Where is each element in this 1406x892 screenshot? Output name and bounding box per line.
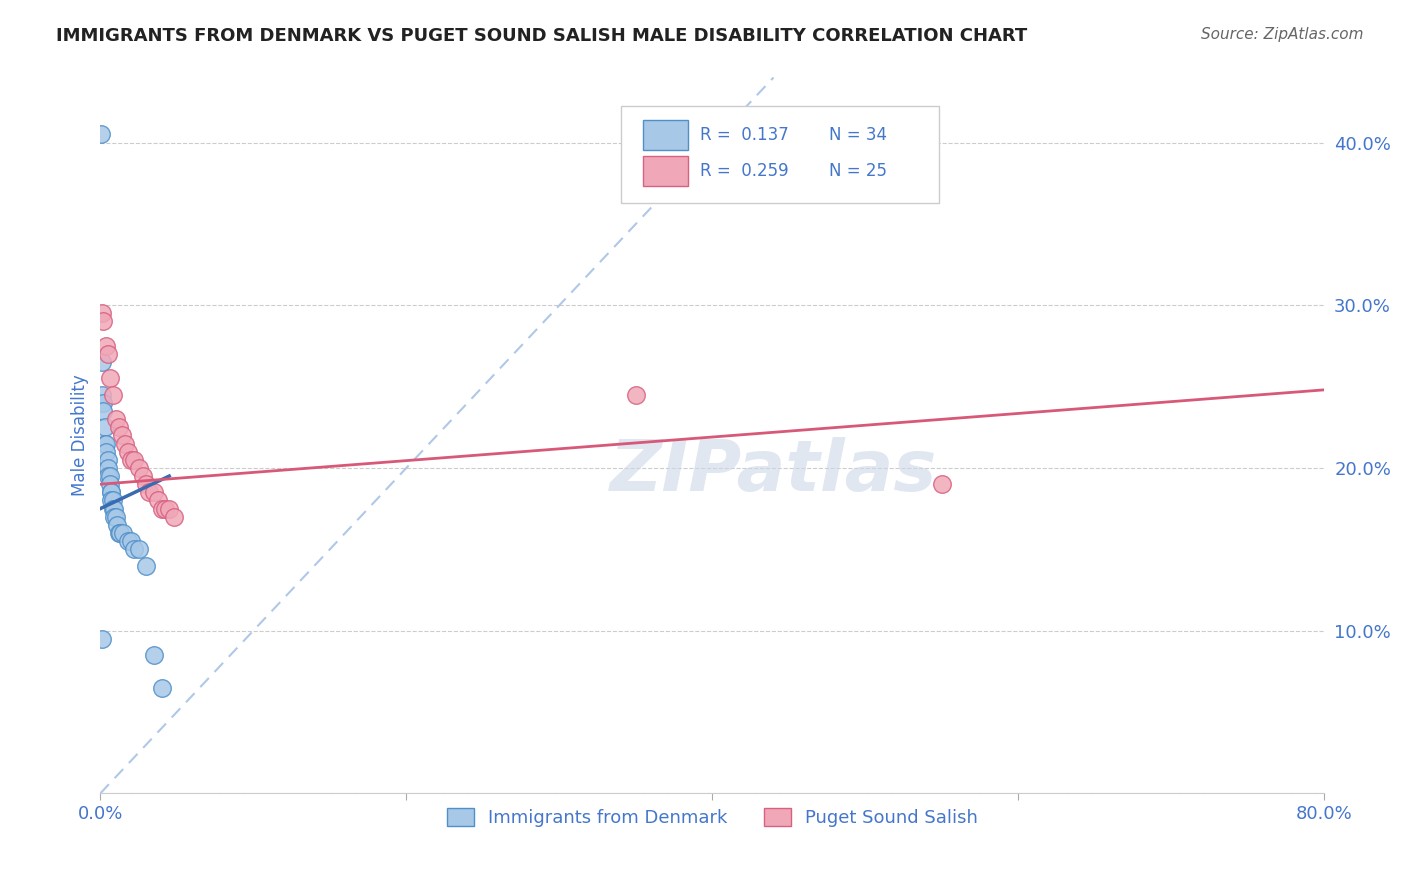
Text: R =  0.137: R = 0.137	[700, 126, 789, 144]
Point	[105, 517, 128, 532]
Point	[97, 347, 120, 361]
Point	[93, 404, 115, 418]
Point	[103, 509, 125, 524]
Point	[90, 355, 112, 369]
Point	[122, 542, 145, 557]
Point	[157, 501, 180, 516]
Point	[122, 452, 145, 467]
Point	[94, 436, 117, 450]
Y-axis label: Male Disability: Male Disability	[72, 375, 89, 496]
Point	[97, 452, 120, 467]
Point	[100, 493, 122, 508]
Point	[117, 534, 139, 549]
Point	[104, 412, 127, 426]
Point	[104, 509, 127, 524]
Text: IMMIGRANTS FROM DENMARK VS PUGET SOUND SALISH MALE DISABILITY CORRELATION CHART: IMMIGRANTS FROM DENMARK VS PUGET SOUND S…	[56, 27, 1028, 45]
Point	[101, 493, 124, 508]
Point	[624, 388, 647, 402]
Point	[97, 461, 120, 475]
Point	[107, 526, 129, 541]
Point	[93, 396, 115, 410]
Point	[135, 477, 157, 491]
Point	[163, 509, 186, 524]
Point	[96, 444, 118, 458]
Point	[120, 452, 142, 467]
Text: N = 34: N = 34	[828, 126, 887, 144]
Point	[128, 461, 150, 475]
FancyBboxPatch shape	[643, 120, 688, 151]
Point	[96, 436, 118, 450]
Point	[90, 388, 112, 402]
Point	[110, 526, 132, 541]
Point	[93, 314, 115, 328]
Point	[138, 485, 160, 500]
Point	[931, 477, 953, 491]
Point	[150, 681, 173, 695]
Point	[120, 534, 142, 549]
Point	[98, 477, 121, 491]
Point	[100, 485, 122, 500]
FancyBboxPatch shape	[620, 106, 939, 202]
Point	[98, 371, 121, 385]
Point	[112, 526, 135, 541]
Point	[94, 420, 117, 434]
Point	[101, 501, 124, 516]
Point	[100, 485, 122, 500]
Point	[98, 469, 121, 483]
Point	[101, 388, 124, 402]
Point	[103, 501, 125, 516]
Point	[90, 632, 112, 646]
Point	[153, 501, 176, 516]
Legend: Immigrants from Denmark, Puget Sound Salish: Immigrants from Denmark, Puget Sound Sal…	[440, 801, 986, 834]
Point	[150, 501, 173, 516]
Point	[90, 306, 112, 320]
Point	[148, 493, 170, 508]
Point	[135, 558, 157, 573]
FancyBboxPatch shape	[643, 156, 688, 186]
Point	[97, 469, 120, 483]
Text: Source: ZipAtlas.com: Source: ZipAtlas.com	[1201, 27, 1364, 42]
Point	[132, 469, 155, 483]
Text: R =  0.259: R = 0.259	[700, 161, 789, 179]
Point	[114, 436, 136, 450]
Text: N = 25: N = 25	[828, 161, 887, 179]
Point	[142, 648, 165, 662]
Point	[90, 128, 112, 142]
Point	[107, 420, 129, 434]
Point	[111, 428, 134, 442]
Point	[142, 485, 165, 500]
Point	[128, 542, 150, 557]
Text: ZIPatlas: ZIPatlas	[610, 437, 938, 506]
Point	[117, 444, 139, 458]
Point	[96, 339, 118, 353]
